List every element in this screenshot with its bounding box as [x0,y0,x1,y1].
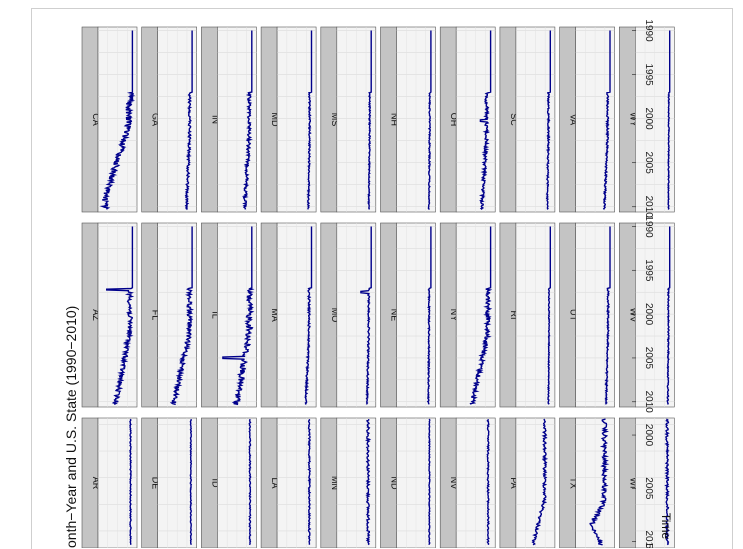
series-line-MN [365,419,372,546]
series-line-MA [304,226,313,405]
x-tick-label: 2000 [643,424,654,447]
series-line-NV [486,418,490,546]
x-tick-label: 2000 [643,107,654,130]
series-line-GA [184,30,193,210]
strip-label-UT: UT [569,309,579,321]
series-line-NH [427,30,432,210]
series-line-VA [602,30,611,210]
series-line-CA [99,30,136,210]
strip-label-ID: ID [210,479,220,489]
series-line-LA [307,418,312,545]
strip-label-IL: IL [210,311,220,319]
strip-label-PA: PA [509,477,519,488]
series-line-WV [666,226,671,405]
series-line-MS [367,30,372,210]
strip-label-WV: WV [628,308,638,323]
strip-label-WI: WI [628,478,638,489]
strip-label-LA: LA [270,477,280,488]
strip-label-GA: GA [151,113,161,126]
series-line-ND [427,418,431,545]
strip-label-MA: MA [270,308,280,322]
x-tick-label: 1990 [643,19,654,42]
series-line-FL [169,226,195,406]
x-tick-label: 2005 [643,347,654,370]
strip-label-WY: WY [628,112,638,127]
series-line-SC [545,30,551,210]
series-line-WI [664,418,670,546]
strip-label-NV: NV [449,477,459,490]
x-tick-label-fragment: 5 [643,543,654,548]
series-line-MD [306,30,313,210]
x-tick-label: 2010 [643,196,654,219]
strip-label-MS: MS [330,113,340,127]
strip-label-MO: MO [330,308,340,323]
strip-label-AZ: AZ [91,309,101,321]
series-line-MO [360,226,372,405]
strip-label-FL: FL [151,310,161,321]
strip-label-NE: NE [390,309,400,322]
strip-label-NY: NY [449,309,459,322]
series-line-WY [667,30,671,210]
series-line-IN [241,30,253,210]
strip-label-OH: OH [449,113,459,127]
strip-label-IN: IN [210,115,220,124]
strip-label-MD: MD [270,113,280,127]
x-tick-label: 1990 [643,215,654,238]
series-line-ID [248,419,252,546]
strip-label-CA: CA [91,113,101,126]
strip-label-VA: VA [569,114,579,125]
series-line-TX [589,418,610,546]
series-line-UT [604,226,611,405]
x-tick-label: 2000 [643,303,654,326]
series-line-OH [478,30,492,210]
series-line-AZ [106,226,135,406]
page-frame [31,8,733,549]
strip-label-SC: SC [509,113,519,126]
x-tick-label: 1995 [643,259,654,282]
strip-label-AR: AR [91,477,101,490]
x-tick-label: 2005 [643,477,654,500]
series-line-IL [222,226,255,406]
strip-label-NH: NH [390,113,400,126]
x-tick-label: 2005 [643,152,654,175]
series-line-PA [531,418,549,546]
strip-label-MN: MN [330,476,340,490]
series-line-AR [128,418,133,545]
strip-label-ND: ND [390,477,400,490]
x-tick-label: 2010 [643,391,654,414]
x-tick-label: 1995 [643,63,654,86]
strip-label-TX: TX [569,477,579,489]
series-line-DE [189,418,193,545]
x-tick-label: 2010 [643,530,654,548]
series-line-RI [547,226,551,405]
series-line-NE [426,226,432,405]
chart-title: onth−Year and U.S. State (1990−2010) [63,306,79,548]
x-axis-title: Time [659,513,673,540]
series-line-NY [469,226,493,405]
strip-label-RI: RI [509,311,519,320]
strip-label-DE: DE [151,477,161,490]
